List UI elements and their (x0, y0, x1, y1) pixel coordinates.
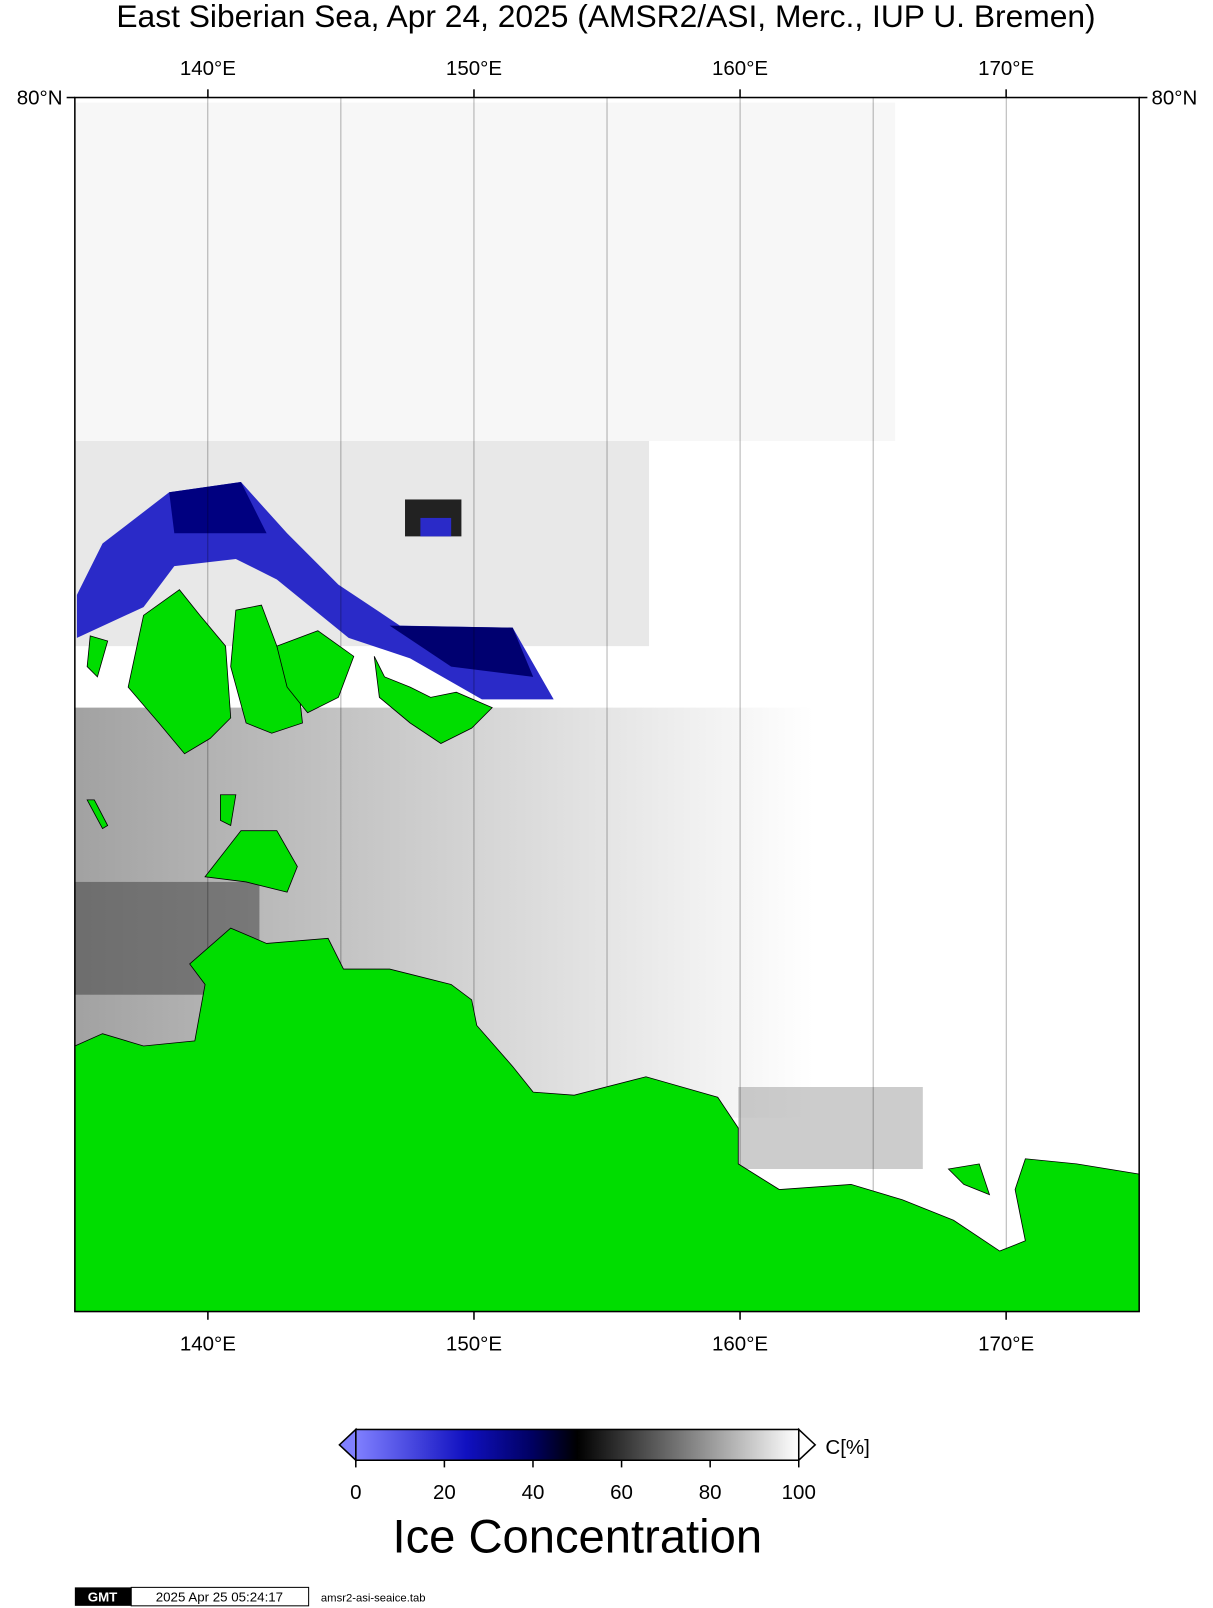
x-tick-label: 160°E (712, 57, 768, 80)
island (276, 630, 355, 714)
island (86, 635, 109, 678)
y-tick-label: 80°N (17, 87, 63, 110)
colorbar-tick-label: 80 (699, 1481, 722, 1504)
logo-box (74, 1587, 132, 1606)
island (220, 794, 237, 827)
ice-band (389, 625, 534, 677)
colorbar: C[%] Ice Concentration 0 20 40 60 80 100 (338, 1427, 870, 1563)
colorbar-tick-label: 60 (610, 1481, 633, 1504)
island (373, 656, 493, 744)
x-tick-label: 150°E (446, 1333, 502, 1356)
colorbar-ramp (355, 1428, 800, 1461)
timestamp-box (130, 1586, 310, 1607)
map (74, 96, 1140, 1313)
x-tick-label: 170°E (978, 1333, 1034, 1356)
colorbar-label: Ice Concentration (392, 1510, 762, 1563)
island (127, 589, 232, 755)
colorbar-unit: C[%] (825, 1436, 869, 1459)
ice-texture (74, 102, 896, 442)
x-tick-label: 160°E (712, 1333, 768, 1356)
x-tick-label: 140°E (180, 1333, 236, 1356)
colorbar-high (797, 1427, 817, 1463)
colorbar-tick-label: 20 (433, 1481, 456, 1504)
y-tick-label: 80°N (1151, 87, 1197, 110)
land (74, 589, 1140, 1312)
island (947, 1163, 991, 1196)
ice-texture (738, 1086, 923, 1170)
colorbar-tick-label: 100 (782, 1481, 816, 1504)
mainland (74, 927, 1140, 1312)
ice-patch (420, 517, 452, 537)
colorbar-low (338, 1427, 357, 1463)
filename: amsr2-asi-seaice.tab (321, 1593, 426, 1605)
map-frame (74, 96, 1140, 1313)
ice-band (169, 482, 267, 534)
timestamp: 2025 Apr 25 05:24:17 (156, 1590, 283, 1605)
colorbar-tick-label: 40 (522, 1481, 545, 1504)
map-title: East Siberian Sea, Apr 24, 2025 (AMSR2/A… (116, 0, 1095, 34)
x-tick-label: 140°E (180, 57, 236, 80)
x-tick-label: 150°E (446, 57, 502, 80)
island (230, 604, 303, 734)
island (86, 799, 109, 830)
logo: GMT (88, 1590, 118, 1605)
colorbar-tick-label: 0 (350, 1481, 361, 1504)
x-tick-label: 170°E (978, 57, 1034, 80)
island (204, 830, 298, 893)
footer: GMT 2025 Apr 25 05:24:17 amsr2-asi-seaic… (74, 1586, 426, 1607)
